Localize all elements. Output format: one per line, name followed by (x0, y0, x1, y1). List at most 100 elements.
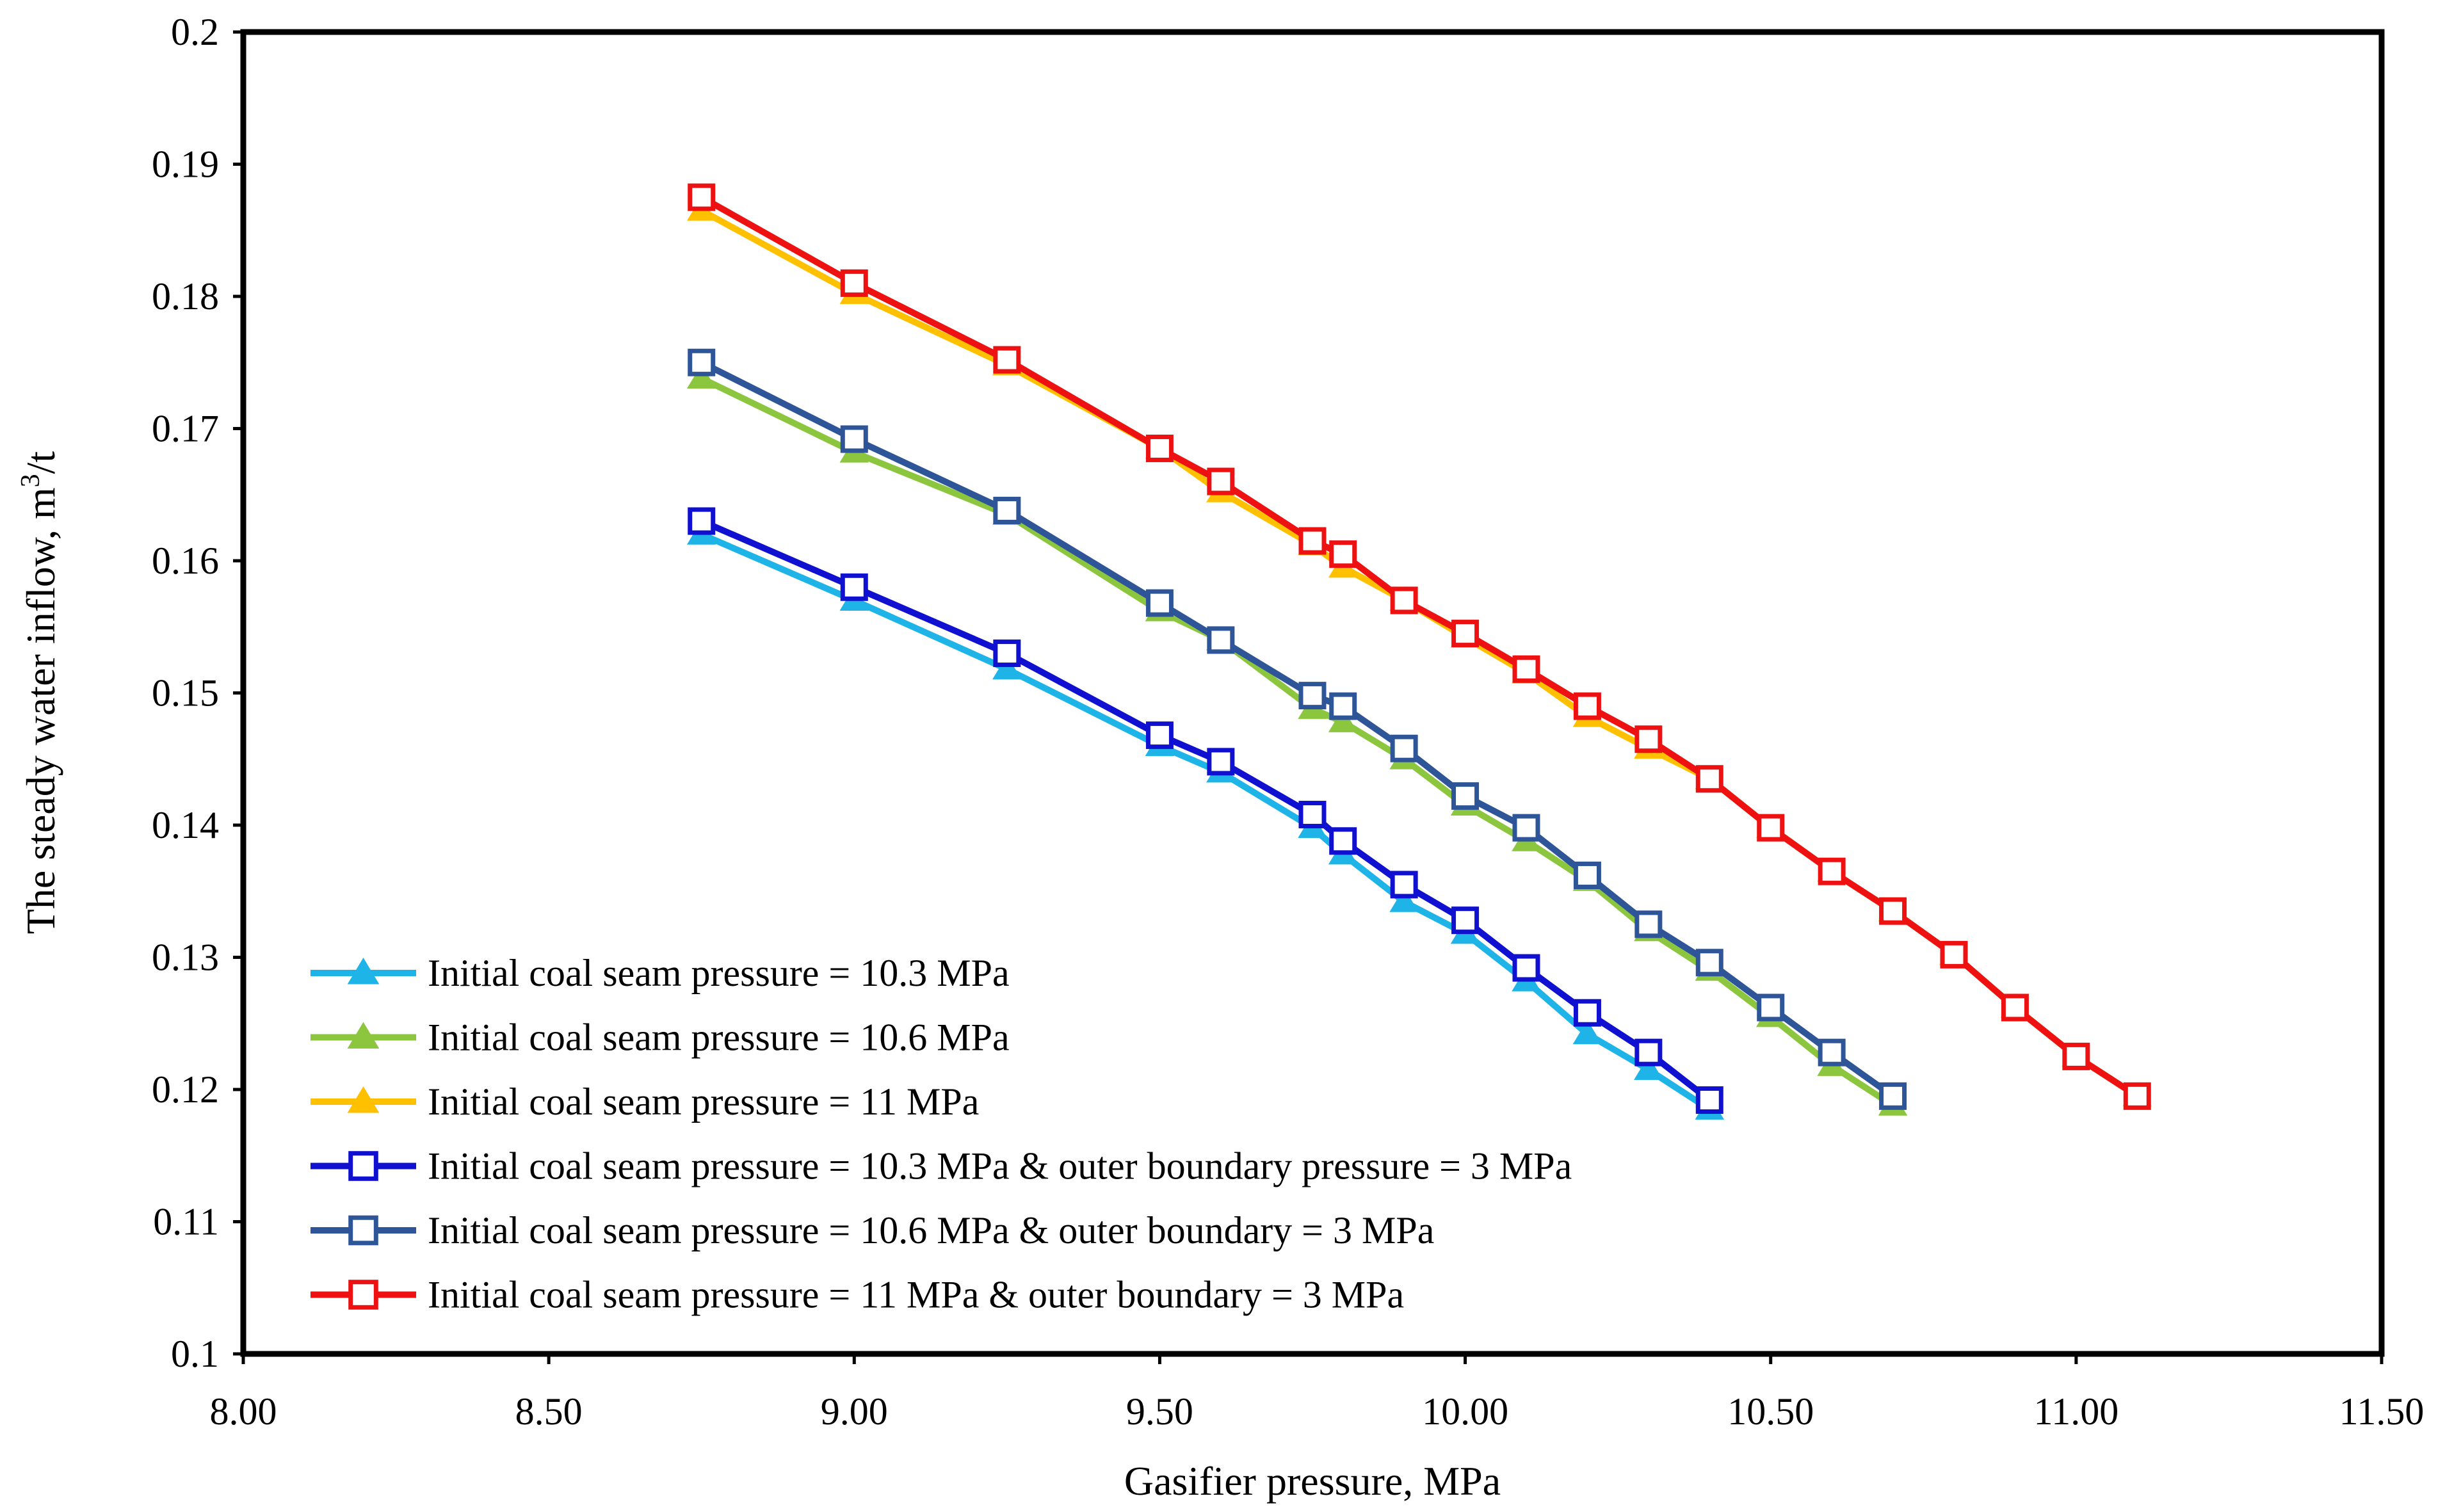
data-point (688, 507, 716, 535)
x-tick-label: 11.00 (2033, 1390, 2118, 1433)
y-tick-label: 0.11 (153, 1201, 219, 1243)
legend-item: Initial coal seam pressure = 10.6 MPa & … (311, 1209, 1434, 1251)
x-tick-label: 10.50 (1727, 1390, 1814, 1433)
y-axis-title-suffix: /t (18, 451, 63, 474)
data-point (1512, 814, 1540, 842)
data-point (1145, 589, 1174, 617)
data-point (1329, 540, 1357, 568)
x-tick-label: 8.00 (210, 1390, 277, 1433)
legend-marker (348, 1280, 378, 1310)
data-point (992, 655, 1022, 680)
data-point (840, 425, 868, 453)
data-point (686, 364, 716, 389)
legend-marker (347, 1022, 380, 1049)
data-point (993, 346, 1021, 374)
y-axis-ticks: 0.1 0.11 0.12 0.13 0.14 0.15 0.16 0.17 0.18 0.19 0… (152, 11, 243, 1375)
data-point (688, 183, 716, 211)
legend: Initial coal seam pressure = 10.3 MPa Ini… (311, 952, 1572, 1316)
y-tick-label: 0.13 (152, 937, 219, 979)
legend-label: Initial coal seam pressure = 10.6 MPa & … (428, 1209, 1434, 1251)
y-axis-title: The steady water inflow, m3/t (16, 451, 63, 935)
x-axis-ticks: 8.00 8.50 9.00 9.50 10.00 10.50 11.00 11.50 (210, 1354, 2425, 1433)
y-tick-label: 0.15 (152, 672, 219, 714)
data-point (2123, 1082, 2151, 1110)
series-layer (686, 183, 2152, 1120)
data-point (993, 639, 1021, 668)
legend-label: Initial coal seam pressure = 10.6 MPa (428, 1017, 1010, 1059)
data-point (1145, 721, 1174, 750)
data-point (1451, 782, 1480, 810)
data-point (1389, 887, 1419, 912)
data-point (1879, 1082, 1907, 1110)
data-point (1207, 748, 1235, 776)
data-point (840, 269, 868, 297)
data-point (1451, 906, 1480, 935)
data-point (1818, 1038, 1846, 1066)
data-point (1329, 692, 1357, 720)
legend-item: Initial coal seam pressure = 11 MPa (311, 1081, 979, 1123)
data-point (1390, 734, 1418, 762)
y-axis-title-superscript: 3 (16, 474, 45, 487)
legend-item: Initial coal seam pressure = 11 MPa & ou… (311, 1274, 1404, 1316)
data-point (1298, 682, 1327, 710)
legend-item: Initial coal seam pressure = 10.3 MPa & … (311, 1145, 1572, 1187)
data-point (2001, 993, 2029, 1022)
series-4 (688, 507, 1723, 1114)
legend-marker (347, 1086, 380, 1113)
legend-marker (348, 1215, 378, 1246)
legend-marker (347, 958, 380, 985)
data-point (1757, 814, 1785, 842)
data-point (1390, 586, 1418, 615)
legend-marker (348, 1151, 378, 1181)
legend-label: Initial coal seam pressure = 10.3 MPa & … (428, 1145, 1572, 1187)
data-point (840, 573, 868, 601)
data-point (1757, 993, 1785, 1022)
y-axis-title-text: The steady water inflow, m (18, 487, 63, 934)
data-point (1573, 999, 1601, 1027)
data-point (1573, 861, 1601, 889)
data-point (1145, 434, 1174, 462)
data-point (1451, 620, 1480, 648)
x-tick-label: 9.50 (1126, 1390, 1193, 1433)
data-point (1207, 467, 1235, 495)
series-line (698, 359, 1896, 1100)
data-point (1634, 1038, 1663, 1066)
data-point (1818, 857, 1846, 885)
data-point (1572, 1020, 1602, 1045)
data-point (1695, 949, 1723, 977)
x-tick-label: 9.00 (821, 1390, 888, 1433)
legend-item: Initial coal seam pressure = 10.3 MPa (311, 952, 1010, 994)
x-tick-label: 10.00 (1422, 1390, 1508, 1433)
series-5 (688, 348, 1907, 1110)
x-tick-label: 11.50 (2339, 1390, 2425, 1433)
y-tick-label: 0.12 (152, 1068, 219, 1111)
y-tick-label: 0.19 (152, 143, 219, 186)
data-point (1573, 692, 1601, 720)
legend-label: Initial coal seam pressure = 11 MPa & ou… (428, 1274, 1404, 1316)
legend-label: Initial coal seam pressure = 10.3 MPa (428, 952, 1010, 994)
data-point (993, 497, 1021, 525)
data-point (1695, 765, 1723, 793)
data-point (1879, 897, 1907, 925)
data-point (1298, 527, 1327, 555)
y-tick-label: 0.16 (152, 540, 219, 582)
series-6 (688, 183, 2151, 1110)
legend-label: Initial coal seam pressure = 11 MPa (428, 1081, 979, 1123)
data-point (1328, 707, 1358, 732)
data-point (2062, 1042, 2090, 1070)
x-axis-title: Gasifier pressure, MPa (1124, 1458, 1501, 1504)
data-point (1512, 655, 1540, 683)
data-point (1940, 940, 1968, 969)
data-point (1634, 725, 1663, 753)
legend-item: Initial coal seam pressure = 10.6 MPa (311, 1017, 1010, 1059)
data-point (1329, 827, 1357, 855)
data-point (1207, 626, 1235, 654)
data-point (1695, 1086, 1723, 1114)
y-tick-label: 0.2 (171, 11, 219, 53)
y-tick-label: 0.18 (152, 275, 219, 318)
data-point (1634, 910, 1663, 938)
data-point (1390, 871, 1418, 899)
data-point (1298, 800, 1327, 828)
data-point (1634, 1056, 1663, 1081)
